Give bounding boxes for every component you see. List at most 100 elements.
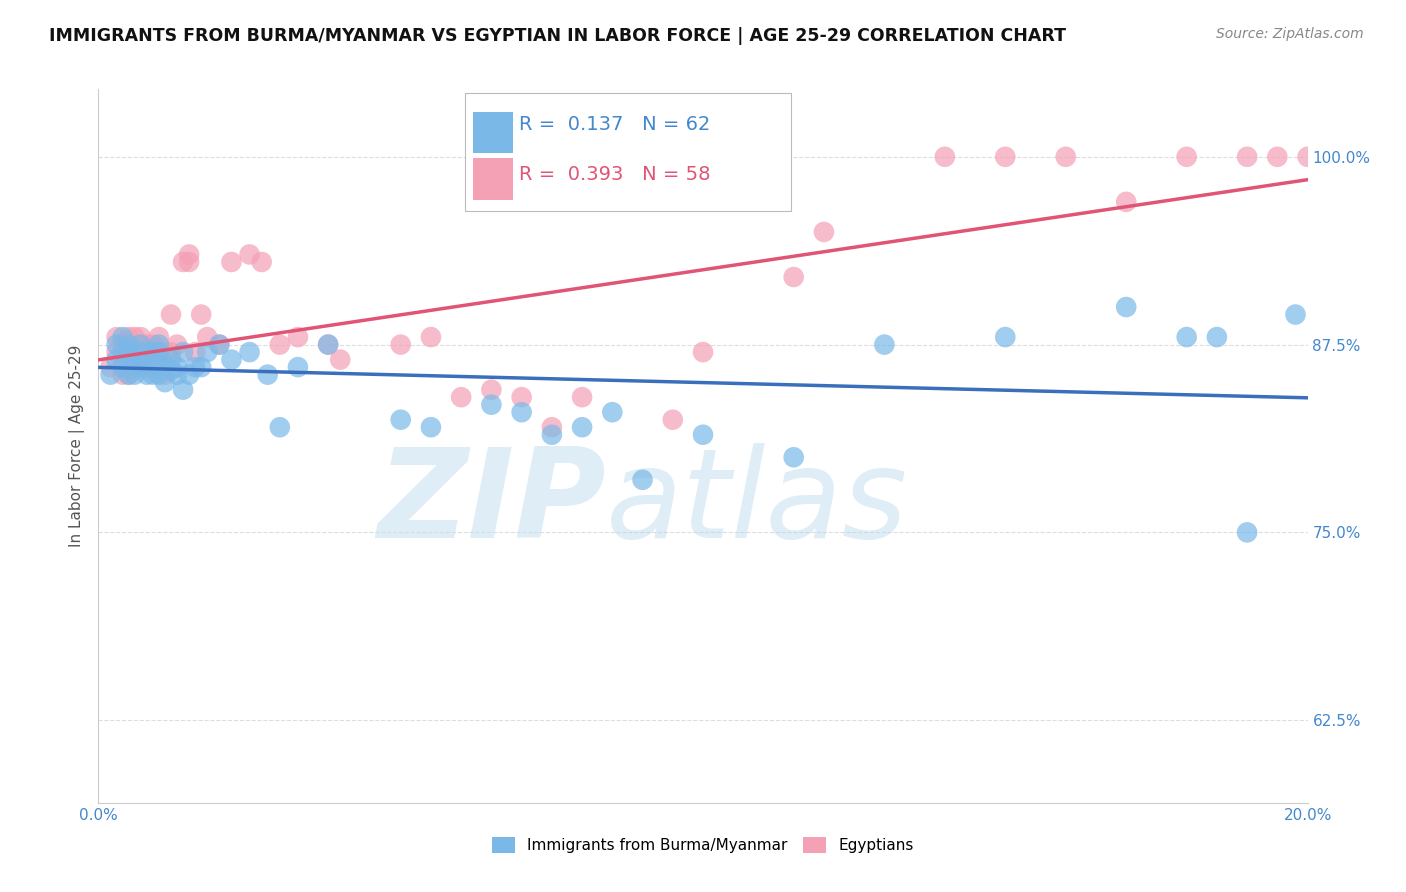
Point xyxy=(1236,525,1258,540)
Point xyxy=(994,150,1017,164)
Point xyxy=(571,420,593,434)
Point xyxy=(105,337,128,351)
Point xyxy=(172,383,194,397)
Text: ZIP: ZIP xyxy=(378,442,606,564)
Point xyxy=(208,337,231,351)
Point xyxy=(1054,150,1077,164)
Point xyxy=(160,352,183,367)
Point xyxy=(142,368,165,382)
Point xyxy=(250,255,273,269)
Point xyxy=(129,357,152,371)
Point xyxy=(179,255,201,269)
Point xyxy=(129,345,152,359)
Point xyxy=(934,150,956,164)
Point xyxy=(481,383,503,397)
Point xyxy=(195,330,218,344)
Point xyxy=(105,330,128,344)
Point xyxy=(1267,150,1289,164)
Point xyxy=(287,330,309,344)
Point xyxy=(153,345,176,359)
Point xyxy=(135,345,157,359)
Point xyxy=(221,352,243,367)
Point xyxy=(420,330,443,344)
Point xyxy=(256,368,278,382)
Point xyxy=(540,420,562,434)
Point xyxy=(269,337,291,351)
Point xyxy=(105,345,128,359)
Point xyxy=(190,308,212,322)
Point xyxy=(481,398,503,412)
Point xyxy=(172,345,194,359)
Point xyxy=(148,337,170,351)
Point xyxy=(510,390,533,404)
Point xyxy=(118,345,141,359)
Point xyxy=(160,363,183,377)
Point xyxy=(153,375,176,389)
Point xyxy=(994,330,1017,344)
Point xyxy=(124,345,146,359)
Point xyxy=(129,337,152,351)
Point xyxy=(118,357,141,371)
Point xyxy=(100,360,122,375)
Point xyxy=(329,352,352,367)
FancyBboxPatch shape xyxy=(465,93,792,211)
Point xyxy=(184,345,207,359)
Point xyxy=(692,345,714,359)
Text: IMMIGRANTS FROM BURMA/MYANMAR VS EGYPTIAN IN LABOR FORCE | AGE 25-29 CORRELATION: IMMIGRANTS FROM BURMA/MYANMAR VS EGYPTIA… xyxy=(49,27,1066,45)
Point xyxy=(135,337,157,351)
FancyBboxPatch shape xyxy=(474,159,513,200)
FancyBboxPatch shape xyxy=(474,112,513,153)
Point xyxy=(111,368,134,382)
Point xyxy=(118,368,141,382)
Point xyxy=(510,405,533,419)
Point xyxy=(148,345,170,359)
Point xyxy=(873,337,896,351)
Point xyxy=(316,337,339,351)
Point xyxy=(142,360,165,375)
Point xyxy=(166,337,188,351)
Point xyxy=(118,345,141,359)
Point xyxy=(1206,330,1229,344)
Point xyxy=(1115,194,1137,209)
Point xyxy=(692,427,714,442)
Point xyxy=(221,255,243,269)
Point xyxy=(148,357,170,371)
Text: Source: ZipAtlas.com: Source: ZipAtlas.com xyxy=(1216,27,1364,41)
Point xyxy=(1296,150,1319,164)
Point xyxy=(813,225,835,239)
Y-axis label: In Labor Force | Age 25-29: In Labor Force | Age 25-29 xyxy=(69,345,86,547)
Point xyxy=(148,345,170,359)
Point xyxy=(783,450,806,465)
Point xyxy=(135,345,157,359)
Point xyxy=(148,368,170,382)
Point xyxy=(540,427,562,442)
Point xyxy=(179,368,201,382)
Point xyxy=(111,360,134,375)
Point xyxy=(124,357,146,371)
Point xyxy=(118,330,141,344)
Point xyxy=(389,413,412,427)
Point xyxy=(208,337,231,351)
Point xyxy=(129,360,152,375)
Point xyxy=(118,368,141,382)
Point xyxy=(124,368,146,382)
Point xyxy=(316,337,339,351)
Point xyxy=(172,255,194,269)
Point xyxy=(190,360,212,375)
Point xyxy=(153,357,176,371)
Point xyxy=(166,360,188,375)
Point xyxy=(129,330,152,344)
Text: R =  0.393   N = 58: R = 0.393 N = 58 xyxy=(519,165,710,185)
Point xyxy=(135,368,157,382)
Point xyxy=(124,330,146,344)
Point xyxy=(142,345,165,359)
Point xyxy=(783,270,806,285)
Point xyxy=(153,368,176,382)
Point xyxy=(1236,150,1258,164)
Point xyxy=(1115,300,1137,314)
Point xyxy=(179,247,201,261)
Point xyxy=(142,357,165,371)
Point xyxy=(1175,330,1198,344)
Point xyxy=(195,345,218,359)
Point xyxy=(1175,150,1198,164)
